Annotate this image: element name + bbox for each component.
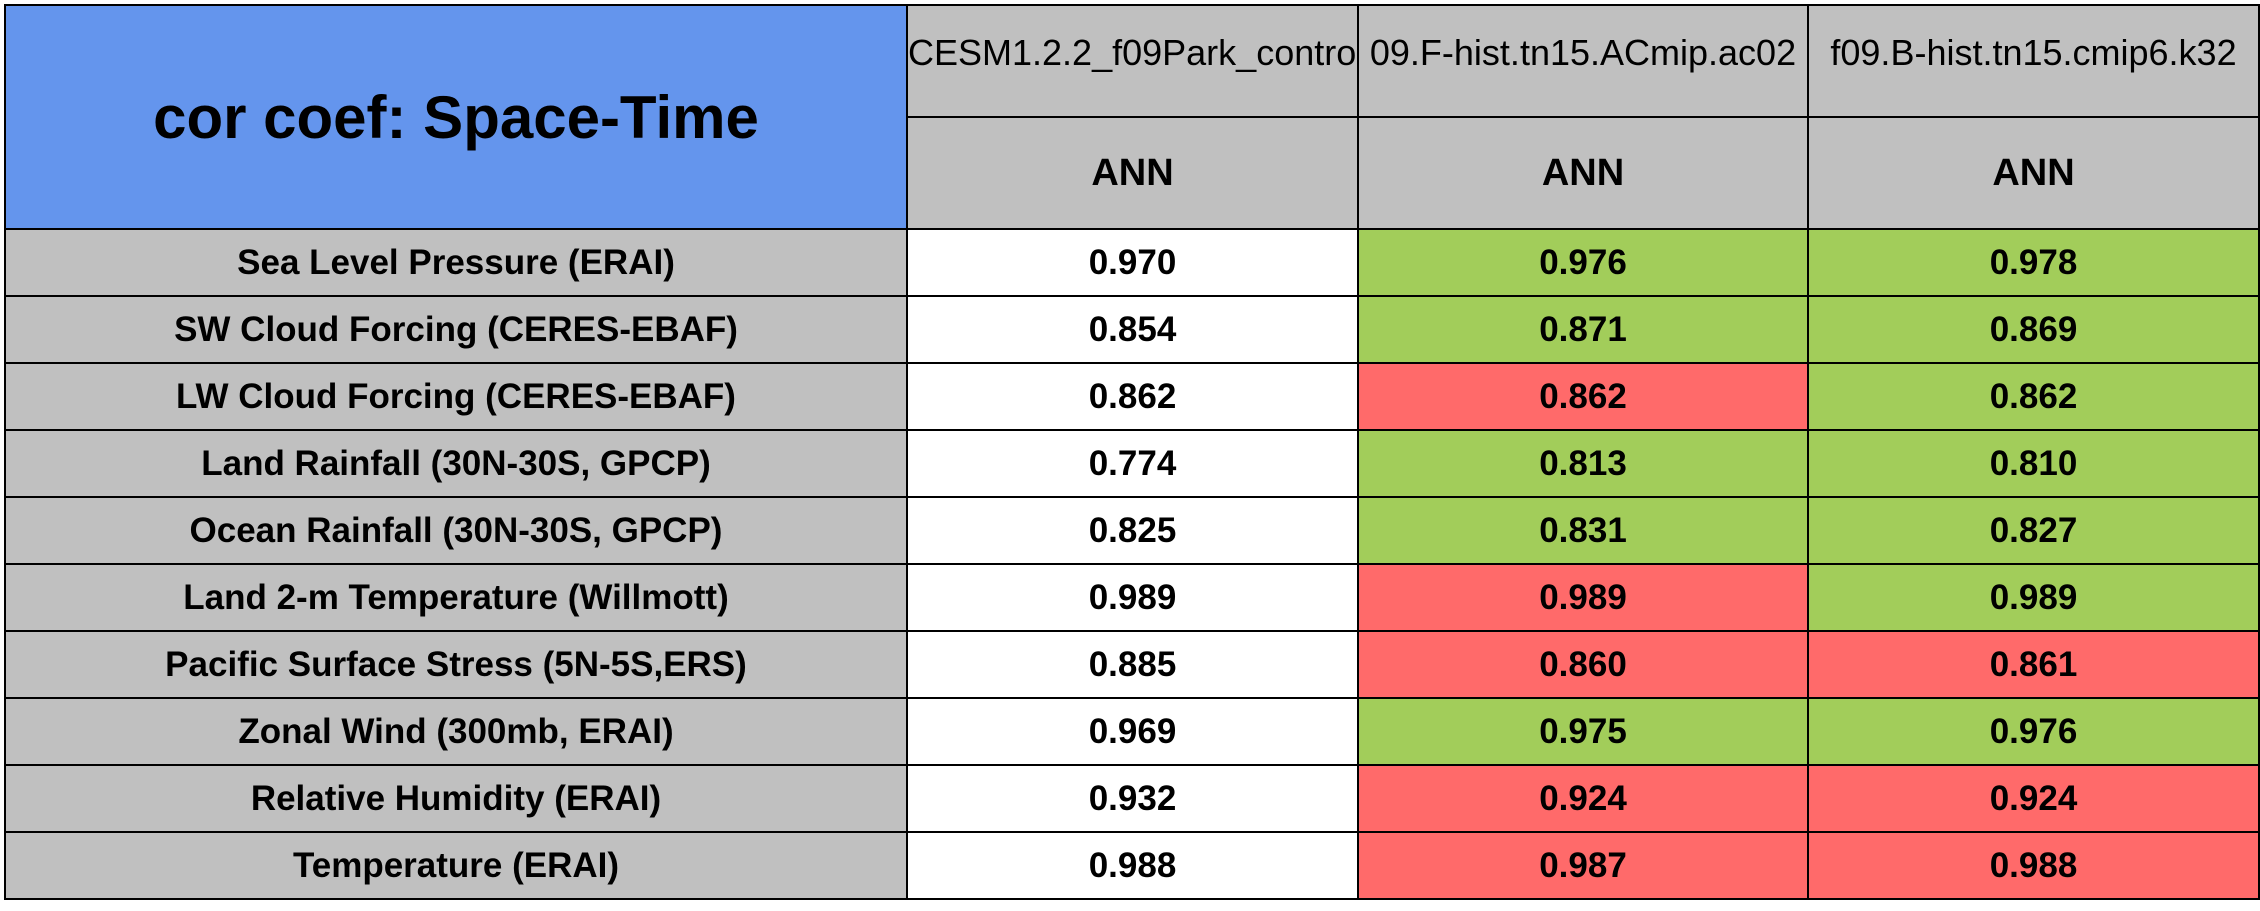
row-label: Ocean Rainfall (30N-30S, GPCP) [4, 496, 908, 565]
value-cell: 0.988 [1807, 831, 2260, 900]
header-row-season: ANN ANN ANN [5, 116, 2260, 230]
run-name-3: f09.B-hist.tn15.cmip6.k32 [1830, 32, 2237, 73]
column-header-season-1: ANN [906, 116, 1359, 230]
value-cell: 0.774 [906, 429, 1359, 498]
table-row: LW Cloud Forcing (CERES-EBAF) 0.862 0.862 0… [4, 362, 2260, 431]
value-cell: 0.885 [906, 630, 1359, 699]
run-name-1: CESM1.2.2_f09Park_control [908, 32, 1358, 73]
value-cell: 0.854 [906, 295, 1359, 364]
value-cell: 0.976 [1807, 697, 2260, 766]
value-cell: 0.860 [1357, 630, 1809, 699]
row-label: Land 2-m Temperature (Willmott) [4, 563, 908, 632]
value-cell: 0.869 [1807, 295, 2260, 364]
value-cell: 0.831 [1357, 496, 1809, 565]
cor-coef-table: cor coef: Space-Time CESM1.2.2_f09Park_c… [4, 4, 2260, 900]
table-row: Relative Humidity (ERAI) 0.932 0.924 0.924 [4, 764, 2260, 833]
value-cell: 0.976 [1357, 228, 1809, 297]
value-cell: 0.969 [906, 697, 1359, 766]
value-cell: 0.924 [1807, 764, 2260, 833]
value-cell: 0.810 [1807, 429, 2260, 498]
value-cell: 0.871 [1357, 295, 1809, 364]
row-label: Relative Humidity (ERAI) [4, 764, 908, 833]
table-row: Sea Level Pressure (ERAI) 0.970 0.976 0.978 [4, 228, 2260, 297]
table-row: SW Cloud Forcing (CERES-EBAF) 0.854 0.871 0… [4, 295, 2260, 364]
value-cell: 0.970 [906, 228, 1359, 297]
value-cell: 0.862 [906, 362, 1359, 431]
row-label: Zonal Wind (300mb, ERAI) [4, 697, 908, 766]
value-cell: 0.989 [1807, 563, 2260, 632]
row-label: Pacific Surface Stress (5N-5S,ERS) [4, 630, 908, 699]
table-row: Pacific Surface Stress (5N-5S,ERS) 0.885 0… [4, 630, 2260, 699]
column-header-run-1: CESM1.2.2_f09Park_control [906, 4, 1359, 118]
table-row: Land Rainfall (30N-30S, GPCP) 0.774 0.813 0… [4, 429, 2260, 498]
table-row: Land 2-m Temperature (Willmott) 0.989 0.98… [4, 563, 2260, 632]
table-body: cor coef: Space-Time CESM1.2.2_f09Park_c… [4, 4, 2260, 900]
value-cell: 0.987 [1357, 831, 1809, 900]
value-cell: 0.813 [1357, 429, 1809, 498]
table-title: cor coef: Space-Time [4, 4, 908, 230]
value-cell: 0.924 [1357, 764, 1809, 833]
value-cell: 0.825 [906, 496, 1359, 565]
column-header-season-3: ANN [1807, 116, 2260, 230]
table-row: Zonal Wind (300mb, ERAI) 0.969 0.975 0.976 [4, 697, 2260, 766]
row-label: Temperature (ERAI) [4, 831, 908, 900]
row-label: SW Cloud Forcing (CERES-EBAF) [4, 295, 908, 364]
table-row: Temperature (ERAI) 0.988 0.987 0.988 [4, 831, 2260, 900]
row-label: Sea Level Pressure (ERAI) [4, 228, 908, 297]
value-cell: 0.861 [1807, 630, 2260, 699]
run-name-2: 09.F-hist.tn15.ACmip.ac02 [1369, 32, 1797, 73]
value-cell: 0.827 [1807, 496, 2260, 565]
table-row: Ocean Rainfall (30N-30S, GPCP) 0.825 0.831… [4, 496, 2260, 565]
value-cell: 0.978 [1807, 228, 2260, 297]
value-cell: 0.988 [906, 831, 1359, 900]
row-label: LW Cloud Forcing (CERES-EBAF) [4, 362, 908, 431]
value-cell: 0.862 [1357, 362, 1809, 431]
value-cell: 0.989 [1357, 563, 1809, 632]
value-cell: 0.862 [1807, 362, 2260, 431]
row-label: Land Rainfall (30N-30S, GPCP) [4, 429, 908, 498]
value-cell: 0.932 [906, 764, 1359, 833]
column-header-run-3: f09.B-hist.tn15.cmip6.k32 [1807, 4, 2260, 118]
value-cell: 0.975 [1357, 697, 1809, 766]
value-cell: 0.989 [906, 563, 1359, 632]
cor-coef-table-container: cor coef: Space-Time CESM1.2.2_f09Park_c… [4, 4, 2260, 900]
header-row-runs: cor coef: Space-Time CESM1.2.2_f09Park_c… [4, 4, 2260, 230]
column-header-run-2: 09.F-hist.tn15.ACmip.ac02 [1357, 4, 1809, 118]
column-header-season-2: ANN [1357, 116, 1809, 230]
